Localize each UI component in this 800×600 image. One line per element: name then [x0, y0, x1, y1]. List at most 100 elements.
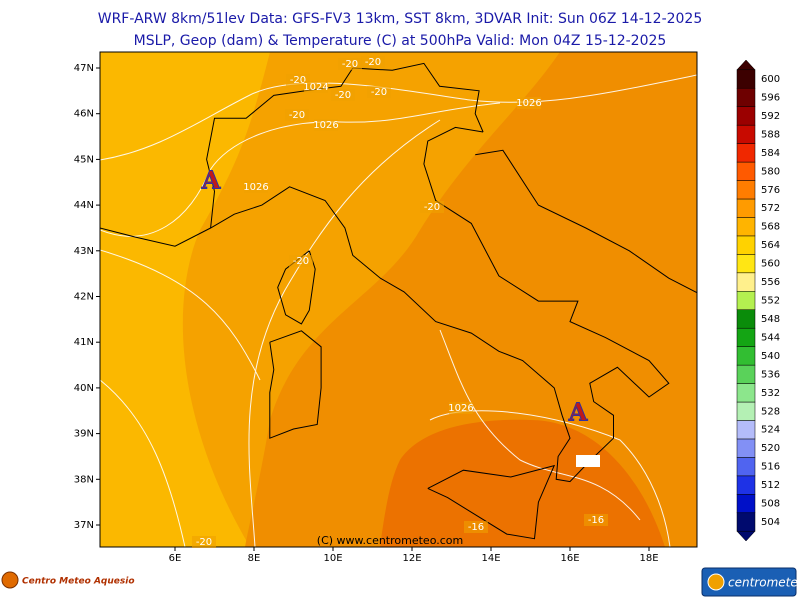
- colorbar-label: 540: [761, 351, 780, 362]
- header-line2: MSLP, Geop (dam) & Temperature (C) at 50…: [134, 33, 667, 49]
- colorbar-swatch: [736, 420, 756, 440]
- colorbar-label: 504: [761, 517, 780, 528]
- contour-label: -16: [468, 522, 484, 533]
- contour-label-bg: [517, 97, 541, 109]
- colorbar-swatch: [736, 475, 756, 495]
- lon-label: 18E: [639, 553, 658, 564]
- colorbar-label: 512: [761, 480, 780, 491]
- contour-label-bg: [314, 119, 338, 131]
- contour-label: 1026: [243, 182, 268, 193]
- colorbar-label: 588: [761, 129, 780, 140]
- contour-label: 1026: [448, 403, 473, 414]
- colorbar-swatch: [736, 254, 756, 274]
- colorbar-label: 560: [761, 259, 780, 270]
- contour-label-bg: [338, 58, 362, 70]
- contour-labels: -20-20 -20-20 -20-20-20-20-201024102610261…: [192, 56, 608, 548]
- colorbar-swatch: [736, 438, 756, 458]
- contour-label-bg: [285, 109, 309, 121]
- logo-right-text: centrometeo: [728, 576, 800, 590]
- contour-label-bg: [576, 455, 600, 467]
- colorbar-label: 580: [761, 166, 780, 177]
- colorbar-swatch: [736, 69, 756, 89]
- logo-left-text: Centro Meteo Aquesio: [22, 577, 135, 587]
- high-pressure: A: [201, 166, 221, 195]
- colorbar-swatch: [736, 143, 756, 163]
- coastline: [277, 250, 316, 325]
- lon-label: 12E: [402, 553, 421, 564]
- colorbar-swatch: [736, 217, 756, 237]
- colorbar-swatch: [736, 291, 756, 310]
- coastline: [100, 126, 670, 483]
- coastline: [427, 464, 556, 540]
- coastline: [269, 330, 322, 439]
- contour-label-bg: [361, 56, 385, 68]
- colorbar-label: 568: [761, 222, 780, 233]
- contour-label-bg: [420, 201, 444, 213]
- field-576: [245, 52, 697, 547]
- logo-left-icon: [1, 571, 19, 589]
- colorbar-swatch: [736, 364, 756, 384]
- colorbar-swatch: [736, 327, 756, 347]
- lat-label: 45N: [74, 154, 94, 165]
- colorbar-swatch: [736, 198, 756, 218]
- coastline: [475, 149, 697, 294]
- coastlines: [100, 62, 697, 540]
- colorbar-label: 576: [761, 185, 780, 196]
- coastline: [352, 62, 484, 133]
- contour-label: 1026: [516, 98, 541, 109]
- lon-label: 14E: [481, 553, 500, 564]
- lat-label: 43N: [74, 246, 94, 257]
- lat-label: 40N: [74, 383, 94, 394]
- contour-label-bg: [464, 521, 488, 533]
- lat-label: 37N: [74, 520, 94, 531]
- coastline: [206, 67, 354, 229]
- lat-label: 39N: [74, 429, 94, 440]
- colorbar-swatch: [736, 494, 756, 514]
- contour-label: 1026: [313, 120, 338, 131]
- colorbar-label: 524: [761, 425, 780, 436]
- colorbar-label: 508: [761, 499, 780, 510]
- lon-label: 6E: [169, 553, 182, 564]
- lat-label: 41N: [74, 337, 94, 348]
- contour-label: 576: [578, 456, 597, 467]
- map-frame: [99, 51, 698, 548]
- colorbar: 504 508 512 516 520 524 528 532 536 540 544 548 552 5…: [736, 59, 780, 542]
- contour-label: 1024: [303, 82, 328, 93]
- colorbar-swatch: [736, 161, 756, 181]
- contour-label-bg: [304, 81, 328, 93]
- lon-label: 16E: [560, 553, 579, 564]
- lat-label: 46N: [74, 109, 94, 120]
- colorbar-label: 536: [761, 369, 780, 380]
- contour-label: -20: [365, 57, 381, 68]
- colorbar-label: 584: [761, 148, 780, 159]
- colorbar-label: 600: [761, 74, 780, 85]
- logo-right-icon: [707, 573, 725, 591]
- colorbar-label: 516: [761, 462, 780, 473]
- colorbar-label: 596: [761, 92, 780, 103]
- colorbar-label: 552: [761, 296, 780, 307]
- isolines: [100, 74, 697, 547]
- contour-label-bg: [244, 181, 268, 193]
- colorbar-swatch: [736, 383, 756, 403]
- colorbar-swatch: [736, 106, 756, 126]
- copyright: (C) www.centrometeo.com: [317, 534, 463, 547]
- lat-label: 47N: [74, 63, 94, 74]
- colorbar-label: 592: [761, 111, 780, 122]
- colorbar-label: 544: [761, 332, 780, 343]
- header-line1: WRF-ARW 8km/51lev Data: GFS-FV3 13km, SS…: [98, 11, 703, 27]
- colorbar-label: 548: [761, 314, 780, 325]
- contour-label: -16: [588, 515, 604, 526]
- lat-label: 42N: [74, 292, 94, 303]
- colorbar-label: 520: [761, 443, 780, 454]
- colorbar-top-cap: [736, 59, 756, 71]
- colorbar-label: 564: [761, 240, 780, 251]
- colorbar-label: 532: [761, 388, 780, 399]
- contour-label: -20: [196, 537, 212, 548]
- contour-label-bg: [449, 402, 473, 414]
- contour-label-bg: [367, 86, 391, 98]
- colorbar-bottom-cap: [736, 530, 756, 542]
- contour-label-bg: [584, 514, 608, 526]
- map-field: [100, 52, 697, 547]
- contour-label-bg: [192, 536, 216, 548]
